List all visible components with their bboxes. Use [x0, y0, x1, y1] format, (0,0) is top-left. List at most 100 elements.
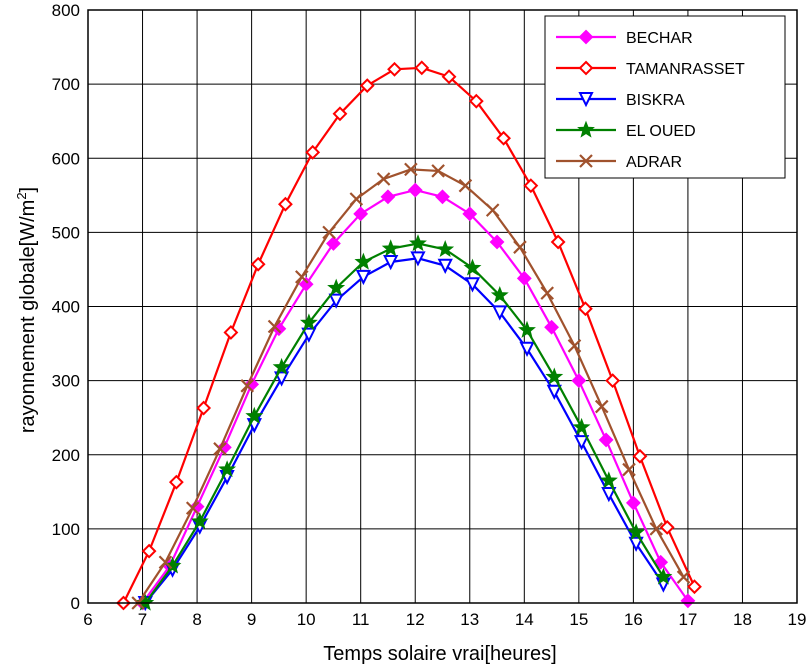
legend-label: TAMANRASSET: [626, 61, 745, 78]
data-point: [550, 234, 566, 250]
data-point: [196, 400, 212, 416]
x-tick-label: 13: [460, 610, 479, 629]
series-lines: [116, 60, 702, 612]
data-point: [544, 319, 559, 335]
legend-label: ADRAR: [626, 154, 682, 171]
data-point: [464, 277, 481, 293]
data-point: [414, 60, 430, 76]
y-tick-label: 700: [52, 75, 80, 94]
legend-item: EL OUED: [556, 120, 696, 140]
data-point: [599, 471, 618, 489]
data-point: [578, 60, 594, 76]
data-point: [546, 384, 562, 400]
data-point: [654, 567, 673, 585]
data-point: [579, 154, 593, 168]
data-point: [301, 327, 317, 343]
data-point: [513, 240, 527, 254]
y-tick-label: 600: [52, 149, 80, 168]
legend-item: BECHAR: [556, 29, 693, 47]
data-point: [577, 120, 595, 138]
data-point: [468, 93, 484, 109]
x-tick-label: 18: [733, 610, 752, 629]
series-el-oued: [136, 234, 673, 611]
data-point: [622, 462, 636, 477]
y-tick-label: 500: [52, 223, 80, 242]
data-point: [223, 325, 239, 340]
legend-label: BISKRA: [626, 92, 685, 109]
data-point: [496, 130, 511, 146]
data-point: [518, 320, 536, 338]
data-point: [407, 182, 423, 198]
data-point: [267, 319, 282, 334]
data-point: [659, 519, 675, 535]
data-point: [381, 239, 400, 257]
data-point: [627, 523, 646, 541]
x-tick-label: 12: [406, 610, 425, 629]
data-point: [295, 270, 309, 284]
data-point: [250, 256, 266, 272]
data-point: [213, 442, 227, 456]
series-line: [137, 168, 685, 604]
data-point: [328, 293, 344, 309]
data-point: [354, 252, 373, 270]
data-point: [355, 269, 372, 286]
data-point: [437, 258, 453, 274]
legend-label: EL OUED: [626, 123, 696, 140]
data-point: [545, 367, 564, 385]
data-point: [168, 474, 184, 490]
data-point: [436, 239, 455, 258]
x-tick-label: 17: [678, 610, 697, 629]
data-point: [322, 225, 336, 240]
y-tick-label: 0: [71, 594, 80, 613]
data-point: [380, 189, 396, 205]
data-point: [625, 495, 641, 511]
data-point: [272, 357, 291, 375]
x-tick-label: 14: [515, 610, 534, 629]
y-tick-label: 400: [52, 298, 80, 317]
data-point: [490, 286, 509, 304]
data-point: [435, 189, 450, 205]
legend-item: BISKRA: [556, 92, 685, 109]
data-point: [653, 554, 669, 570]
data-point: [441, 69, 457, 85]
data-point: [601, 487, 617, 503]
legend-item: TAMANRASSET: [556, 60, 745, 78]
data-point: [273, 371, 290, 387]
data-point: [462, 206, 478, 222]
data-point: [485, 203, 500, 217]
data-point: [158, 555, 173, 570]
data-point: [305, 144, 321, 160]
x-axis-title: Temps solaire vrai[heures]: [323, 643, 556, 665]
data-point: [376, 172, 391, 186]
x-tick-label: 10: [297, 610, 316, 629]
data-point: [190, 512, 209, 530]
data-point: [492, 305, 508, 321]
data-point: [676, 570, 691, 584]
data-point: [578, 29, 594, 45]
data-point: [387, 61, 402, 77]
series-line: [144, 242, 665, 604]
data-point: [410, 251, 426, 267]
y-tick-label: 100: [52, 520, 80, 539]
data-point: [404, 162, 418, 177]
data-point: [649, 522, 664, 536]
data-point: [598, 432, 614, 448]
data-point: [298, 276, 314, 292]
y-tick-label: 200: [52, 446, 80, 465]
data-point: [687, 579, 702, 595]
data-point: [383, 255, 399, 271]
x-tick-label: 9: [247, 610, 256, 629]
y-axis-title-superscript: 2: [14, 192, 29, 199]
data-point: [572, 417, 591, 435]
data-point: [594, 399, 609, 414]
data-point: [628, 536, 644, 552]
data-point: [278, 196, 293, 212]
y-tick-label: 300: [52, 372, 80, 391]
data-point: [680, 593, 696, 609]
series-line: [122, 66, 696, 604]
data-point: [359, 78, 375, 94]
data-point: [326, 236, 341, 251]
x-tick-label: 15: [569, 610, 588, 629]
data-point: [523, 178, 539, 194]
